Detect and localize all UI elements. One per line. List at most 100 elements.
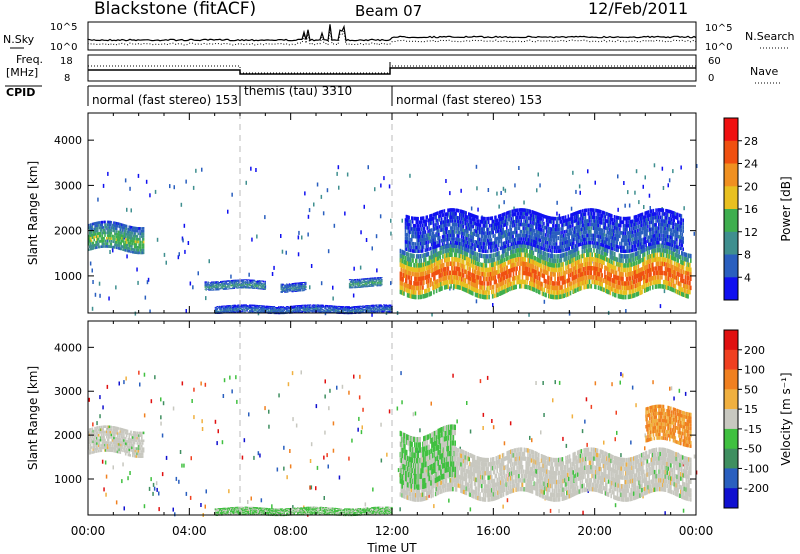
heatmap-cell [504,284,507,289]
heatmap-cell [645,269,648,274]
heatmap-cell [282,288,284,290]
heatmap-cell [672,287,675,293]
heatmap-cell [440,213,442,218]
heatmap-cell [215,288,217,290]
nsearch-label: N.Search [745,30,795,43]
heatmap-cell [435,226,437,231]
heatmap-cell [447,233,449,238]
noise-point [195,168,197,173]
heatmap-cell [421,249,424,253]
heatmap-cell [553,263,555,268]
heatmap-cell [673,274,676,280]
heatmap-cell [450,243,452,248]
heatmap-cell [463,269,466,274]
heatmap-cell [639,290,641,296]
heatmap-cell [91,225,94,229]
heatmap-cell [114,237,116,241]
heatmap-cell [612,260,614,265]
heatmap-cell [417,216,419,221]
heatmap-cell [665,276,668,281]
heatmap-cell [411,294,413,299]
heatmap-cell [537,271,539,276]
heatmap-cell [612,255,614,261]
heatmap-cell [429,221,431,226]
heatmap-cell [231,284,234,286]
heatmap-cell [628,290,631,295]
heatmap-cell [575,256,577,261]
heatmap-cell [210,282,213,284]
heatmap-cell [437,236,439,241]
heatmap-cell [485,235,487,239]
heatmap-cell [547,275,549,280]
heatmap-cell [510,281,512,287]
heatmap-cell [370,282,373,284]
heatmap-cell [629,280,631,286]
heatmap-cell [253,287,256,289]
heatmap-cell [611,250,613,256]
heatmap-cell [516,248,518,253]
heatmap-cell [586,261,588,267]
heatmap-cell [593,261,595,267]
heatmap-cell [258,285,260,287]
heatmap-cell [465,288,468,293]
heatmap-cell [291,291,293,293]
heatmap-cell [515,271,517,276]
heatmap-cell [460,231,463,235]
heatmap-cell [259,283,262,284]
heatmap-cell [490,285,492,290]
noise-point [365,238,368,242]
heatmap-cell [113,221,115,225]
noise-point [623,181,625,185]
heatmap-cell [612,264,614,270]
heatmap-cell [137,232,139,236]
heatmap-cell [435,270,438,275]
heatmap-cell [643,288,646,293]
heatmap-cell [421,241,424,246]
heatmap-cell [283,284,285,286]
heatmap-cell [108,237,111,240]
noise-point [189,281,192,286]
heatmap-cell [516,252,518,258]
heatmap-cell [286,287,289,289]
heatmap-cell [372,281,375,283]
heatmap-cell [359,286,362,288]
heatmap-cell [239,280,242,282]
heatmap-cell [420,262,422,268]
heatmap-cell [135,243,138,246]
heatmap-cell [438,214,440,219]
heatmap-cell [205,287,207,289]
heatmap-cell [445,230,447,235]
heatmap-cell [620,253,622,259]
heatmap-cell [132,240,135,243]
heatmap-cell [670,282,672,287]
heatmap-cell [288,283,291,285]
heatmap-cell [631,293,633,299]
heatmap-cell [576,278,579,283]
heatmap-cell [295,287,298,289]
heatmap-cell [415,258,417,264]
heatmap-cell [547,252,549,258]
heatmap-cell [354,279,356,281]
heatmap-cell [575,261,577,266]
freq-tick-top: 18 [60,56,73,67]
heatmap-cell [293,285,295,287]
heatmap-cell [263,287,266,289]
heatmap-cell [410,248,412,253]
heatmap-cell [566,292,568,297]
heatmap-cell [233,287,236,289]
heatmap-cell [478,237,480,242]
heatmap-cell [374,277,377,279]
heatmap-cell [681,274,684,279]
heatmap-cell [134,240,137,243]
heatmap-cell [403,286,405,292]
heatmap-cell [109,223,112,227]
heatmap-cell [529,262,531,268]
heatmap-cell [132,250,135,254]
heatmap-cell [400,258,403,263]
heatmap-cell [97,226,99,230]
heatmap-cell [490,245,493,250]
heatmap-cell [641,285,643,290]
heatmap-cell [451,261,453,266]
heatmap-cell [573,275,575,280]
heatmap-cell [246,279,248,281]
